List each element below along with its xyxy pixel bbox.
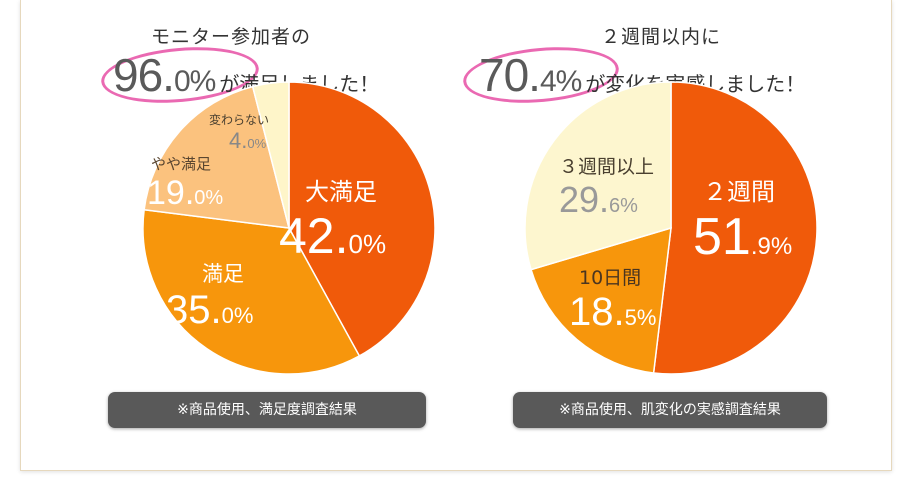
pie-slice: [524, 81, 672, 271]
chart2-headline-value: 70.4%: [479, 49, 582, 101]
chart2-label-2weeks: ２週間 51.9%: [693, 178, 793, 266]
card: モニター参加者の 96.0%が満足しました！ 大満足 42.0% 満足 35.0…: [20, 0, 892, 471]
chart2-label-3weeks-plus: ３週間以上 29.6%: [559, 156, 655, 220]
chart2-note: ※商品使用、肌変化の実感調査結果: [513, 392, 827, 428]
chart2-label-10days: 10日間 18.5%: [569, 267, 657, 334]
chart1-headline-value: 96.0%: [113, 49, 216, 101]
pie-slice: [142, 208, 361, 375]
change-panel: ２週間以内に 70.4%が変化を実感しました！ ２週間 51.9% 10日間 1…: [460, 0, 881, 470]
pie-slice: [652, 81, 818, 375]
satisfaction-panel: モニター参加者の 96.0%が満足しました！ 大満足 42.0% 満足 35.0…: [21, 0, 441, 470]
chart1-label-manzoku: 満足 35.0%: [166, 262, 254, 332]
chart1-label-dai-manzoku: 大満足 42.0%: [279, 178, 387, 264]
pie-slice: [143, 85, 291, 229]
pie-slice: [288, 81, 436, 357]
chart2-title: ２週間以内に: [600, 26, 721, 48]
chart1-title: モニター参加者の: [150, 26, 311, 48]
chart1-note: ※商品使用、満足度調査結果: [108, 392, 426, 428]
pie-slice: [251, 81, 290, 229]
chart1-label-yaya-manzoku: やや満足 19.0%: [147, 155, 224, 212]
chart1-label-kawaranai: 変わらない 4.0%: [209, 113, 270, 153]
pie-slice: [530, 226, 672, 374]
chart1-pie: [142, 81, 436, 375]
chart2-pie: [524, 81, 818, 375]
